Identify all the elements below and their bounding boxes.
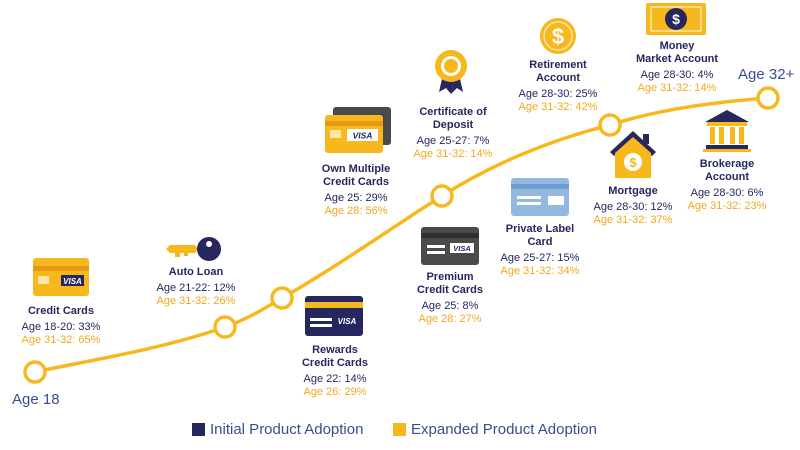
initial-adoption-stat: Age 22: 14% — [303, 373, 367, 385]
milestone-node-start — [23, 360, 47, 384]
expanded-adoption-stat: Age 26: 29% — [303, 386, 367, 398]
expanded-adoption-stat: Age 31-32: 14% — [413, 148, 493, 160]
legend-expanded: Expanded Product Adoption — [411, 421, 597, 438]
product-title-line: Rewards — [312, 344, 358, 356]
expanded-adoption-stat: Age 31-32: 14% — [637, 82, 717, 94]
product-title-line: Credit Cards — [322, 176, 390, 188]
product-title-line: Deposit — [432, 119, 474, 131]
product-own-multiple-credit-cards: Own Multiple Credit Cards Age 25: 29% Ag… — [322, 163, 390, 218]
milestone-node — [598, 113, 622, 137]
initial-adoption-stat: Age 28-30: 4% — [640, 69, 714, 81]
initial-adoption-stat: Age 28-30: 12% — [593, 201, 673, 213]
product-auto-loan: Auto Loan Age 21-22: 12% Age 31-32: 26% — [157, 266, 236, 308]
growth-curve — [34, 96, 769, 374]
product-title-line: Market Account — [635, 53, 719, 65]
svg-text:VISA: VISA — [453, 244, 471, 253]
end-age-label: Age 32+ — [738, 66, 795, 83]
legend-initial: Initial Product Adoption — [210, 421, 363, 438]
svg-text:$: $ — [552, 24, 564, 49]
yellow-visa-card-icon: VISA — [33, 258, 89, 296]
product-title-line: Credit Cards — [301, 357, 369, 369]
product-title-line: Certificate of — [419, 106, 487, 118]
award-ribbon-icon — [435, 50, 467, 94]
product-title-line: Retirement — [529, 59, 587, 71]
expanded-adoption-stat: Age 31-32: 65% — [21, 334, 101, 346]
svg-text:$: $ — [629, 155, 637, 170]
product-mortgage: Mortgage Age 28-30: 12% Age 31-32: 37% — [594, 185, 673, 227]
product-title-line: Money — [659, 40, 695, 52]
expanded-adoption-stat: Age 31-32: 37% — [593, 214, 673, 226]
product-retirement-account: Retirement Account Age 28-30: 25% Age 31… — [519, 59, 598, 114]
expanded-adoption-stat: Age 31-32: 34% — [500, 265, 580, 277]
initial-adoption-stat: Age 25: 29% — [324, 192, 388, 204]
initial-adoption-stat: Age 18-20: 33% — [21, 321, 101, 333]
house-dollar-icon: $ — [610, 131, 656, 178]
product-title-line: Own Multiple — [321, 163, 391, 175]
initial-adoption-stat: Age 21-22: 12% — [156, 282, 236, 294]
initial-adoption-stat: Age 25-27: 15% — [500, 252, 580, 264]
initial-adoption-stat: Age 25-27: 7% — [416, 135, 490, 147]
expanded-adoption-stat: Age 28: 27% — [418, 313, 482, 325]
product-credit-cards: Credit Cards Age 18-20: 33% Age 31-32: 6… — [22, 305, 101, 347]
start-age-label: Age 18 — [12, 391, 60, 408]
light-blue-card-icon — [511, 178, 569, 216]
initial-adoption-stat: Age 28-30: 6% — [690, 187, 764, 199]
car-key-icon — [166, 237, 221, 261]
legend-swatch-expanded — [393, 423, 406, 436]
dollar-coin-icon: $ — [540, 18, 576, 54]
expanded-adoption-stat: Age 31-32: 23% — [687, 200, 767, 212]
expanded-adoption-stat: Age 31-32: 42% — [518, 101, 598, 113]
product-brokerage-account: Brokerage Account Age 28-30: 6% Age 31-3… — [688, 158, 767, 213]
dollar-bill-icon: $ — [646, 3, 706, 35]
product-private-label-card: Private Label Card Age 25-27: 15% Age 31… — [501, 223, 580, 278]
expanded-adoption-stat: Age 28: 56% — [324, 205, 388, 217]
product-title: Auto Loan — [168, 266, 224, 278]
stacked-visa-cards-icon: VISA — [325, 107, 391, 153]
product-premium-credit-cards: Premium Credit Cards Age 25: 8% Age 28: … — [417, 271, 483, 326]
product-title: Credit Cards — [27, 305, 95, 317]
milestone-node — [270, 286, 294, 310]
product-rewards-credit-cards: Rewards Credit Cards Age 22: 14% Age 26:… — [302, 344, 368, 399]
product-title-line: Premium — [426, 271, 474, 283]
product-title-line: Brokerage — [699, 158, 755, 170]
svg-text:$: $ — [672, 11, 680, 27]
expanded-adoption-stat: Age 31-32: 26% — [156, 295, 236, 307]
product-money-market-account: Money Market Account Age 28-30: 4% Age 3… — [636, 40, 718, 95]
svg-text:VISA: VISA — [338, 317, 357, 326]
svg-text:VISA: VISA — [63, 277, 82, 286]
product-title-line: Card — [527, 236, 553, 248]
legend-label-expanded: Expanded Product Adoption — [411, 421, 597, 438]
legend-label-initial: Initial Product Adoption — [210, 421, 364, 438]
product-title-line: Account — [704, 171, 749, 183]
initial-adoption-stat: Age 28-30: 25% — [518, 88, 598, 100]
legend-swatch-initial — [192, 423, 205, 436]
milestone-node — [430, 184, 454, 208]
gray-visa-card-icon: VISA — [421, 227, 479, 265]
product-title-line: Private Label — [505, 223, 575, 235]
bank-building-icon — [703, 110, 751, 152]
svg-text:VISA: VISA — [353, 131, 373, 141]
milestone-node — [213, 315, 237, 339]
product-title-line: Credit Cards — [416, 284, 484, 296]
navy-visa-card-icon: VISA — [305, 296, 363, 336]
product-title-line: Account — [535, 72, 580, 84]
product-title: Mortgage — [608, 185, 658, 197]
product-certificate-of-deposit: Certificate of Deposit Age 25-27: 7% Age… — [414, 106, 493, 161]
initial-adoption-stat: Age 25: 8% — [421, 300, 479, 312]
milestone-node-end — [756, 86, 780, 110]
